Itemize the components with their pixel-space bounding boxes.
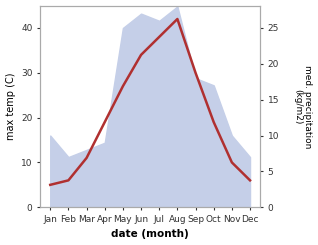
X-axis label: date (month): date (month) (111, 230, 189, 239)
Y-axis label: med. precipitation
(kg/m2): med. precipitation (kg/m2) (293, 65, 313, 148)
Y-axis label: max temp (C): max temp (C) (5, 73, 16, 140)
